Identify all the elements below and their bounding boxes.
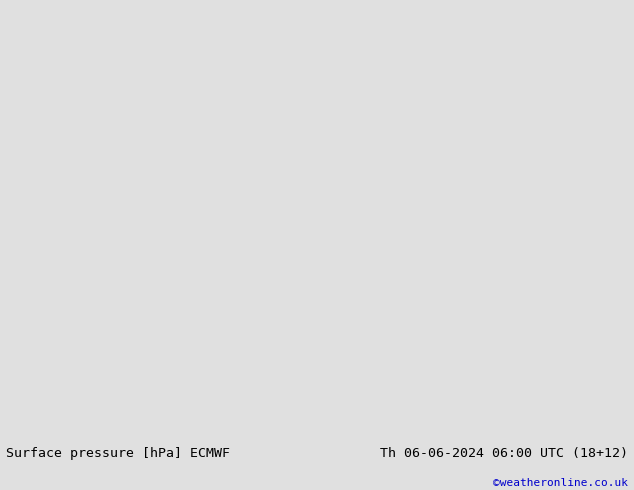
- Text: Surface pressure [hPa] ECMWF: Surface pressure [hPa] ECMWF: [6, 447, 230, 460]
- Text: Th 06-06-2024 06:00 UTC (18+12): Th 06-06-2024 06:00 UTC (18+12): [380, 447, 628, 460]
- Text: ©weatheronline.co.uk: ©weatheronline.co.uk: [493, 478, 628, 488]
